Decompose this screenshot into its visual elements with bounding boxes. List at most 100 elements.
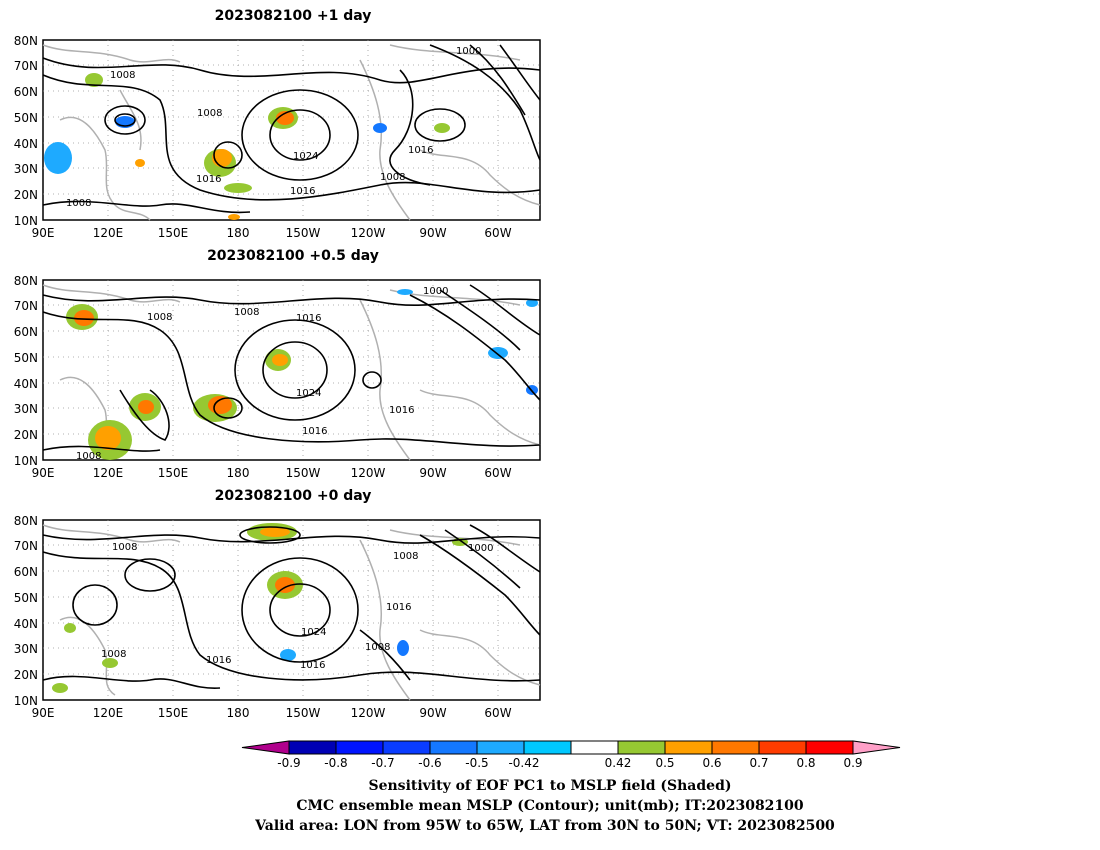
lat-tick: 60N <box>14 85 38 99</box>
lon-tick: 150E <box>158 466 189 480</box>
contour-label: 1008 <box>101 649 126 660</box>
lon-axis: 90E 120E 150E 180 150W 120W 90W 60W <box>32 706 512 720</box>
contour-label: 1016 <box>408 145 433 156</box>
contour-label: 1000 <box>468 543 493 554</box>
lon-tick: 90E <box>32 706 55 720</box>
colorbar: -0.9 -0.8 -0.7 -0.6 -0.5 -0.42 0.42 0.5 0.6 0.7 0.… <box>241 740 901 770</box>
contour-label: 1008 <box>66 198 91 209</box>
lat-tick: 70N <box>14 539 38 553</box>
colorbar-swatch <box>429 740 478 755</box>
lon-tick: 180 <box>227 706 250 720</box>
lat-tick: 20N <box>14 188 38 202</box>
colorbar-swatch <box>382 740 431 755</box>
lon-tick: 180 <box>227 226 250 240</box>
lat-axis: 80N 70N 60N 50N 40N 30N 20N 10N <box>14 274 38 468</box>
caption-line-3: Valid area: LON from 95W to 65W, LAT fro… <box>254 818 835 834</box>
lat-tick: 60N <box>14 325 38 339</box>
lat-tick: 10N <box>14 214 38 228</box>
colorbar-swatch <box>758 740 807 755</box>
mslp-contours <box>42 524 541 689</box>
colorbar-swatch <box>335 740 384 755</box>
lon-tick: 150W <box>286 706 321 720</box>
lon-tick: 150E <box>158 706 189 720</box>
lon-tick: 60W <box>484 466 511 480</box>
lat-tick: 60N <box>14 565 38 579</box>
lon-tick: 90W <box>419 466 446 480</box>
colorbar-right-arrow <box>852 740 901 755</box>
colorbar-swatch <box>805 740 854 755</box>
contour-label: 1016 <box>386 602 411 613</box>
lon-axis: 90E 120E 150E 180 150W 120W 90W 60W <box>32 466 512 480</box>
lon-tick: 90W <box>419 226 446 240</box>
map-frame: 1008 1008 1016 1000 1024 1016 1016 1008 <box>42 279 541 462</box>
panel-title: 2023082100 +1 day <box>215 8 372 24</box>
caption-line-2: CMC ensemble mean MSLP (Contour); unit(m… <box>296 798 804 814</box>
contour-label: 1016 <box>206 655 231 666</box>
colorbar-labels: -0.9 -0.8 -0.7 -0.6 -0.5 -0.42 0.42 0.5 0.6 0.7 0.… <box>277 756 862 770</box>
colorbar-swatch <box>664 740 713 755</box>
contour-label: 1008 <box>365 642 390 653</box>
lon-tick: 150W <box>286 466 321 480</box>
lon-axis: 90E 120E 150E 180 150W 120W 90W 60W <box>32 226 512 240</box>
contour-label: 1000 <box>456 46 481 57</box>
map-frame: 1008 1008 1000 1016 1024 1016 1016 1008 … <box>42 519 541 701</box>
sensitivity-shading <box>44 73 450 220</box>
colorbar-label: 0.7 <box>749 756 768 770</box>
lat-tick: 20N <box>14 428 38 442</box>
lon-tick: 120W <box>351 226 386 240</box>
lat-tick: 80N <box>14 274 38 288</box>
colorbar-label: 0.6 <box>702 756 721 770</box>
lon-tick: 120W <box>351 466 386 480</box>
contour-label: 1024 <box>296 388 321 399</box>
mslp-contours <box>42 284 541 452</box>
sensitivity-shading <box>52 523 468 693</box>
contour-label: 1008 <box>197 108 222 119</box>
lat-tick: 40N <box>14 617 38 631</box>
lat-tick: 30N <box>14 162 38 176</box>
lat-tick: 70N <box>14 299 38 313</box>
contour-label: 1024 <box>301 627 326 638</box>
colorbar-left-arrow <box>241 740 290 755</box>
map-panel-2: 2023082100 +0.5 day <box>14 248 541 480</box>
contour-label: 1008 <box>110 70 135 81</box>
contour-label: 1016 <box>296 313 321 324</box>
lon-tick: 150W <box>286 226 321 240</box>
contour-label: 1016 <box>196 174 221 185</box>
panel-title: 2023082100 +0.5 day <box>207 248 379 264</box>
contour-label: 1008 <box>234 307 259 318</box>
lon-tick: 150E <box>158 226 189 240</box>
lon-tick: 120E <box>93 226 124 240</box>
map-panel-3: 2023082100 +0 day <box>14 488 541 720</box>
contour-label: 1016 <box>302 426 327 437</box>
lat-tick: 10N <box>14 694 38 708</box>
colorbar-swatch <box>570 740 619 755</box>
lat-axis: 80N 70N 60N 50N 40N 30N 20N 10N <box>14 34 38 228</box>
colorbar-label: -0.9 <box>277 756 300 770</box>
colorbar-label: 0.9 <box>843 756 862 770</box>
lat-tick: 10N <box>14 454 38 468</box>
lat-tick: 80N <box>14 34 38 48</box>
colorbar-swatch <box>617 740 666 755</box>
contour-label: 1016 <box>290 186 315 197</box>
colorbar-swatches <box>241 740 901 755</box>
colorbar-label: -0.7 <box>371 756 394 770</box>
colorbar-label: 0.5 <box>655 756 674 770</box>
lat-tick: 40N <box>14 137 38 151</box>
contour-label: 1008 <box>393 551 418 562</box>
lon-tick: 60W <box>484 706 511 720</box>
lat-tick: 80N <box>14 514 38 528</box>
lon-tick: 60W <box>484 226 511 240</box>
colorbar-label: -0.6 <box>418 756 441 770</box>
lat-tick: 40N <box>14 377 38 391</box>
lon-tick: 90W <box>419 706 446 720</box>
contour-label: 1008 <box>380 172 405 183</box>
map-frame: 1008 1008 1000 1024 1016 1008 1016 1016 … <box>42 39 541 221</box>
colorbar-swatch <box>476 740 525 755</box>
lon-tick: 120E <box>93 706 124 720</box>
lat-tick: 50N <box>14 591 38 605</box>
lon-tick: 90E <box>32 466 55 480</box>
contour-label: 1016 <box>389 405 414 416</box>
lat-tick: 50N <box>14 351 38 365</box>
caption-line-1: Sensitivity of EOF PC1 to MSLP field (Sh… <box>368 778 731 794</box>
lat-axis: 80N 70N 60N 50N 40N 30N 20N 10N <box>14 514 38 708</box>
